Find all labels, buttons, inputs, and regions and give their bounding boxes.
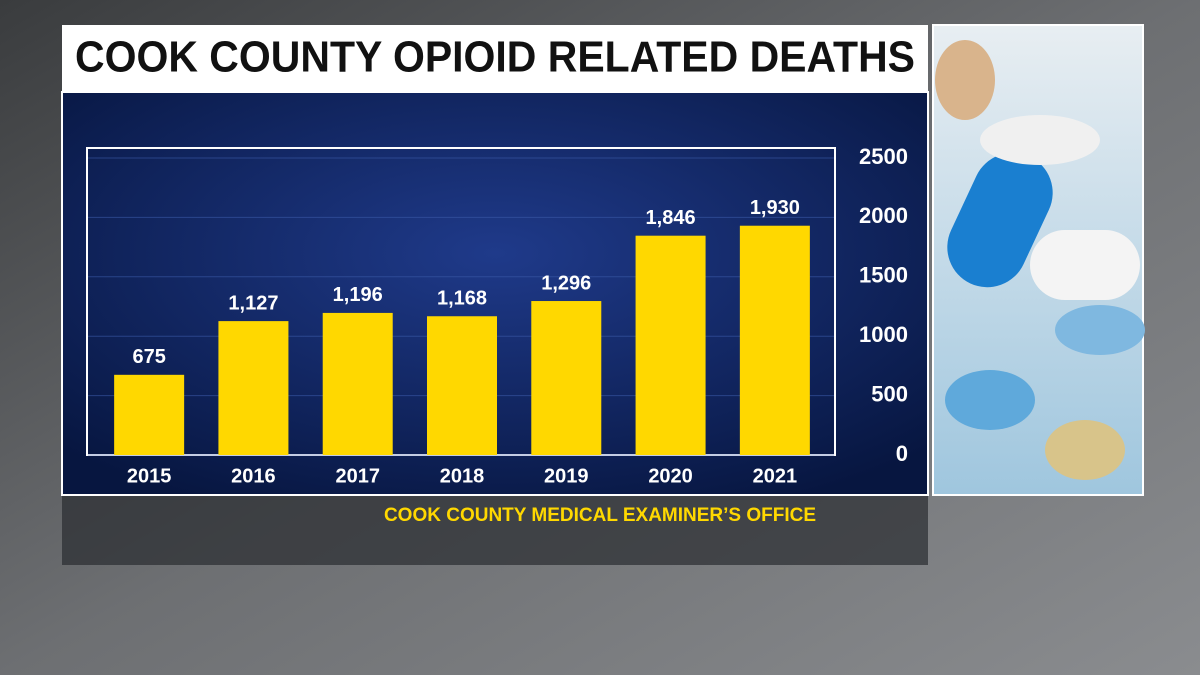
- chart-title: COOK COUNTY OPIOID RELATED DEATHS: [75, 33, 915, 82]
- bar: [427, 316, 497, 455]
- pill: [1045, 420, 1125, 480]
- value-label: 1,846: [646, 207, 696, 229]
- bar: [739, 225, 810, 455]
- x-tick-label: 2015: [127, 465, 172, 487]
- pill: [947, 152, 1053, 288]
- source-note: COOK COUNTY MEDICAL EXAMINER’S OFFICE: [384, 505, 816, 526]
- value-label: 1,296: [541, 272, 591, 294]
- x-tick-label: 2021: [753, 465, 798, 487]
- pill: [1030, 230, 1140, 300]
- y-tick-label: 1500: [859, 263, 908, 288]
- bar: [322, 312, 393, 455]
- source-band: [62, 495, 928, 565]
- x-tick-label: 2020: [648, 465, 693, 487]
- pill: [980, 115, 1100, 165]
- x-tick-label: 2017: [335, 465, 380, 487]
- bar: [218, 321, 289, 455]
- pill: [1055, 305, 1145, 355]
- value-label: 675: [132, 346, 165, 368]
- pill-photo: [932, 24, 1145, 496]
- bar: [531, 301, 602, 455]
- pill: [935, 40, 995, 120]
- title-box: [62, 25, 928, 92]
- pill: [945, 370, 1035, 430]
- bar: [114, 374, 185, 455]
- value-label: 1,168: [437, 288, 487, 310]
- y-tick-label: 2000: [859, 203, 908, 228]
- value-label: 1,127: [228, 292, 278, 314]
- y-tick-label: 0: [896, 441, 908, 466]
- bar: [635, 235, 706, 455]
- x-tick-label: 2018: [440, 465, 485, 487]
- value-label: 1,930: [750, 197, 800, 219]
- x-tick-label: 2019: [544, 465, 589, 487]
- y-tick-label: 2500: [859, 144, 908, 169]
- value-label: 1,196: [333, 284, 383, 306]
- x-tick-label: 2016: [231, 465, 276, 487]
- y-tick-label: 500: [871, 381, 908, 406]
- y-tick-label: 1000: [859, 322, 908, 347]
